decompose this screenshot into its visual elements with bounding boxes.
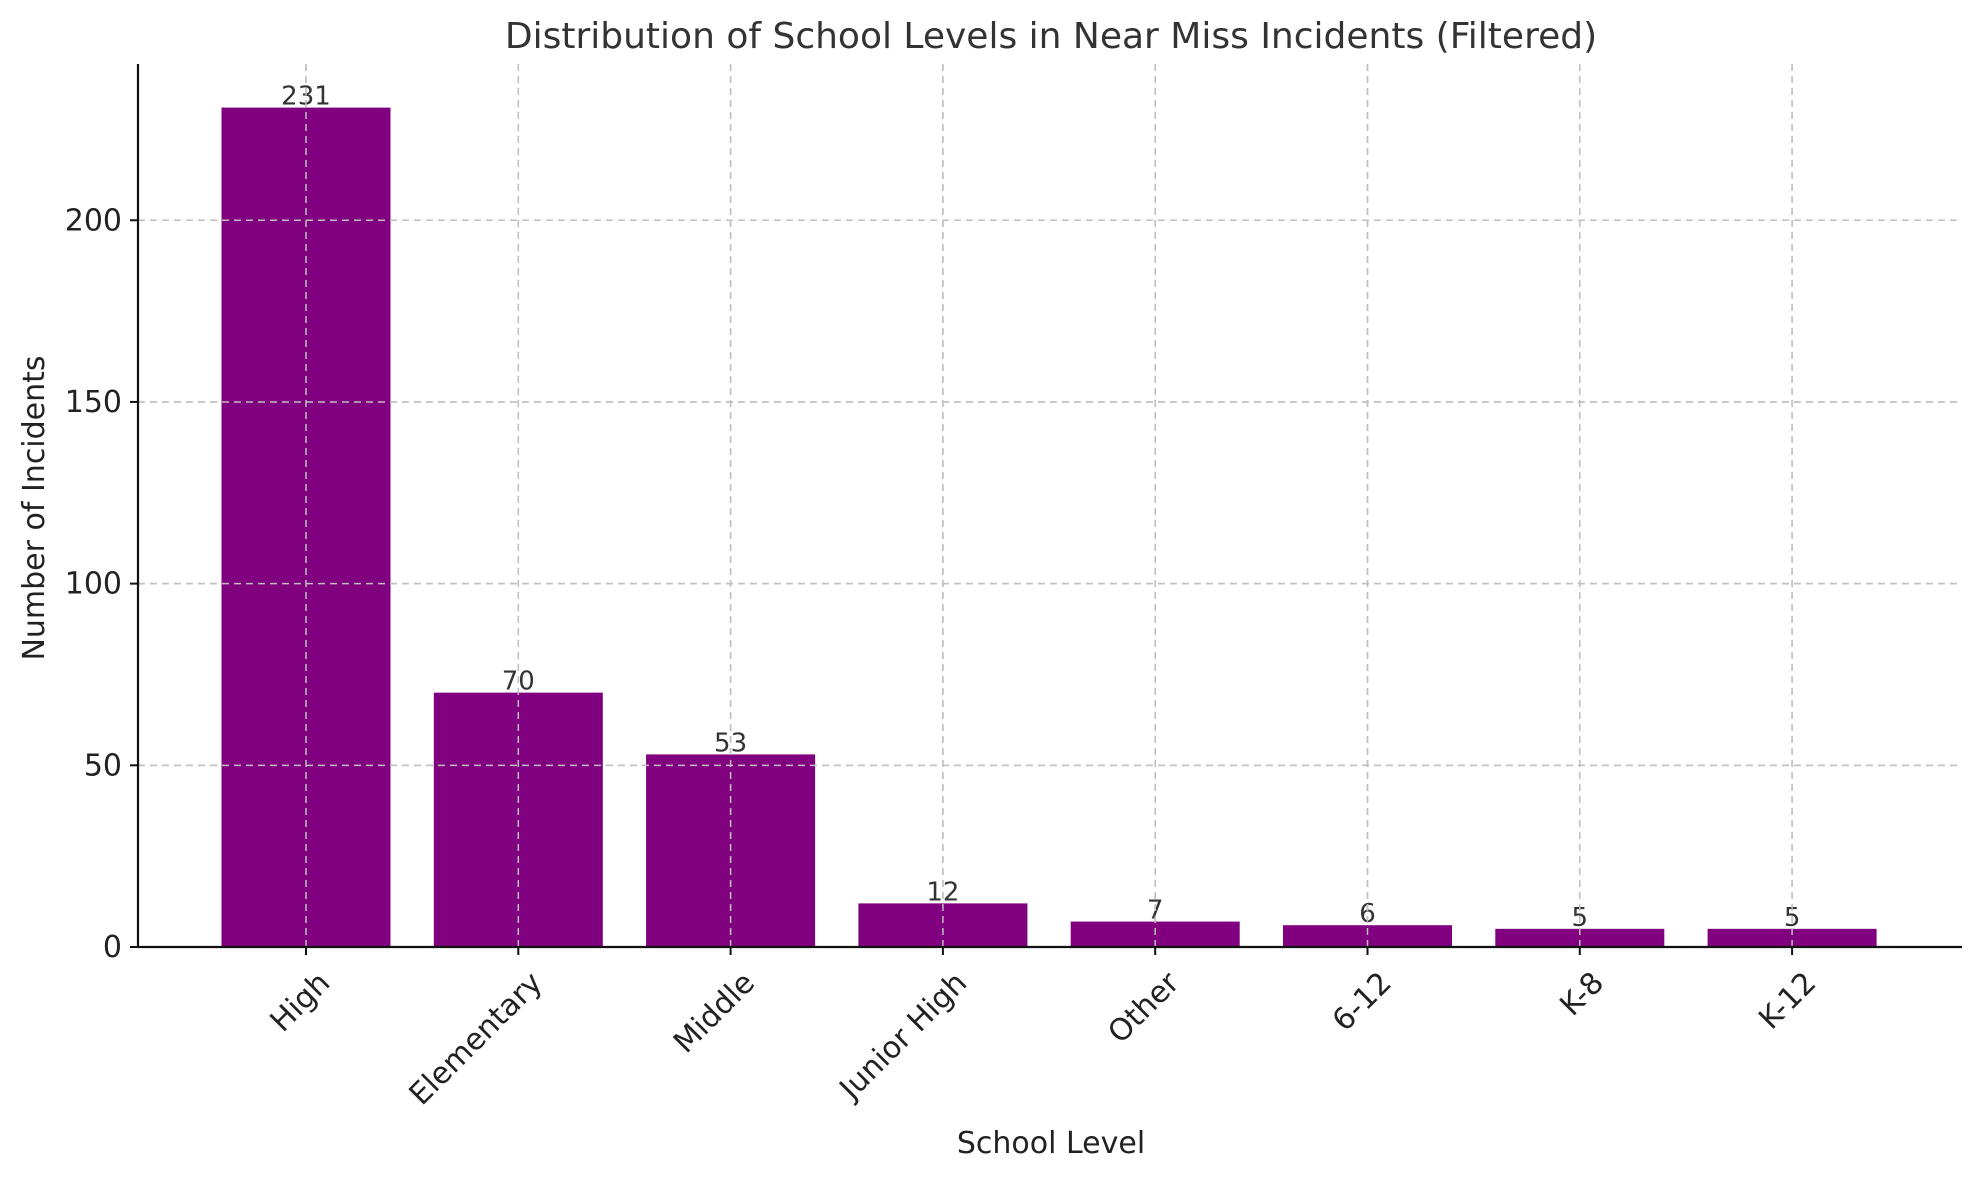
x-tick-label: 6-12: [1326, 965, 1399, 1038]
y-axis-label: Number of Incidents: [17, 355, 52, 660]
x-tick-label: Other: [1101, 965, 1186, 1050]
y-tick-label: 0: [103, 930, 122, 965]
x-axis-label: School Level: [957, 1126, 1145, 1161]
x-tick-label: K-12: [1752, 965, 1823, 1036]
chart-title: Distribution of School Levels in Near Mi…: [505, 16, 1597, 57]
bars-layer: [221, 107, 1877, 948]
bar-value-label: 6: [1359, 899, 1376, 929]
y-tick-label: 150: [65, 385, 122, 420]
bar-value-label: 231: [281, 82, 331, 112]
y-tick-label: 50: [84, 748, 122, 783]
x-tick-label: Elementary: [403, 965, 550, 1112]
x-tick-label: K-8: [1553, 965, 1611, 1023]
y-tick-label: 200: [65, 203, 122, 238]
x-tick-label: Middle: [667, 965, 762, 1060]
grid-layer: [138, 64, 1962, 947]
bar: [1283, 925, 1452, 947]
x-tick-label: Junior High: [832, 965, 974, 1107]
axes-layer: [136, 64, 1962, 949]
bar: [1495, 928, 1665, 947]
y-tick-label: 100: [65, 567, 122, 602]
bar: [1707, 928, 1877, 947]
x-tick-label: High: [264, 965, 338, 1039]
